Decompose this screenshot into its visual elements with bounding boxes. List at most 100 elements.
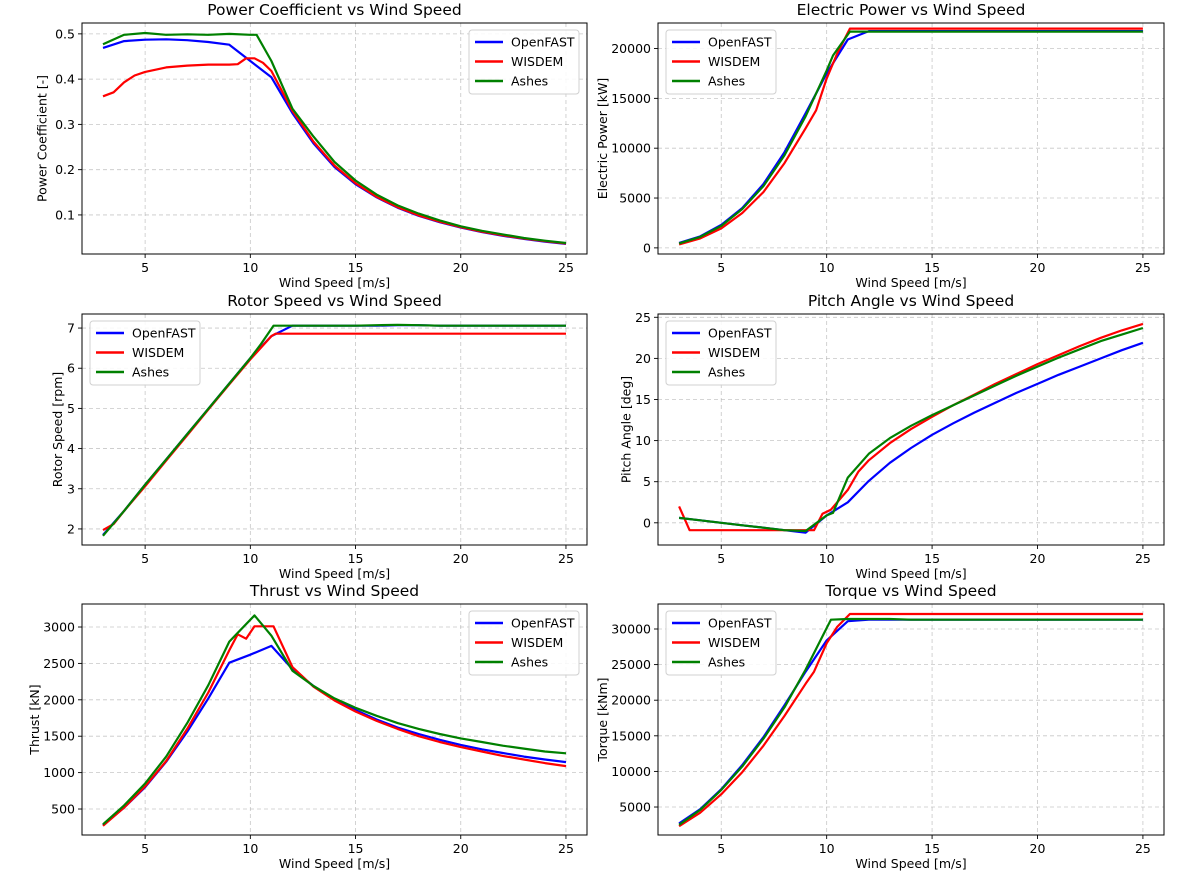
series-line-wisdem (678, 612, 1143, 828)
legend-label: WISDEM (132, 345, 184, 360)
y-tick-label: 5000 (619, 800, 651, 815)
axes-frame (81, 22, 588, 255)
x-tick-label: 10 (242, 841, 258, 856)
x-tick-label: 25 (1135, 260, 1151, 275)
y-tick-label: 7 (67, 321, 75, 336)
y-tick-label: 20 (635, 351, 651, 366)
y-tick-label: 30000 (611, 621, 651, 636)
y-tick-label: 10000 (611, 141, 651, 156)
legend-label: OpenFAST (708, 616, 772, 631)
legend-box (665, 610, 777, 676)
legend-label: OpenFAST (511, 35, 575, 50)
x-tick-label: 15 (348, 551, 364, 566)
legend-box (468, 610, 580, 676)
legend-box (468, 29, 580, 95)
x-axis-label: Wind Speed [m/s] (279, 566, 390, 581)
x-tick-label: 15 (348, 260, 364, 275)
y-tick-label: 1500 (43, 729, 75, 744)
subplot-2: Electric Power vs Wind Speed 5 10 15 20 25 0 50… (595, 1, 1165, 290)
x-tick-label: 25 (558, 841, 574, 856)
x-tick-label: 10 (242, 551, 258, 566)
x-tick-label: 20 (453, 841, 469, 856)
y-tick-label: 5 (643, 474, 651, 489)
legend: OpenFAST WISDEM Ashes (665, 610, 777, 676)
series-line-ashes (102, 31, 567, 245)
x-tick-label: 10 (819, 260, 835, 275)
x-tick-label: 10 (242, 260, 258, 275)
y-axis-label: Thrust [kN] (27, 684, 42, 755)
chart-title: Power Coefficient vs Wind Speed (207, 1, 461, 19)
x-tick-label: 25 (1135, 551, 1151, 566)
legend-label: WISDEM (708, 54, 760, 69)
y-axis-label: Rotor Speed [rpm] (50, 372, 65, 488)
legend-label: Ashes (708, 74, 745, 89)
legend-box (89, 320, 201, 386)
x-tick-label: 10 (819, 551, 835, 566)
series-line-ashes (102, 323, 566, 537)
x-tick-label: 20 (453, 551, 469, 566)
x-tick-label: 15 (924, 260, 940, 275)
legend-label: Ashes (132, 365, 169, 380)
y-tick-label: 3 (67, 481, 75, 496)
x-tick-label: 5 (717, 551, 725, 566)
x-axis-label: Wind Speed [m/s] (279, 275, 390, 290)
legend: OpenFAST WISDEM Ashes (468, 610, 580, 676)
legend-label: OpenFAST (708, 35, 772, 50)
y-tick-label: 0.3 (55, 117, 75, 132)
y-tick-label: 25 (635, 310, 651, 325)
series-line-ashes (102, 614, 567, 826)
legend-label: WISDEM (708, 345, 760, 360)
y-tick-label: 15 (635, 392, 651, 407)
y-axis-label: Pitch Angle [deg] (618, 376, 633, 483)
legend-label: OpenFAST (708, 326, 772, 341)
axes-frame (657, 313, 1165, 546)
series-line-ashes (678, 617, 1143, 826)
x-axis-label: Wind Speed [m/s] (855, 566, 966, 581)
y-tick-label: 20000 (611, 693, 651, 708)
x-tick-label: 15 (348, 841, 364, 856)
legend-label: WISDEM (708, 635, 760, 650)
x-tick-label: 20 (1030, 841, 1046, 856)
y-tick-label: 15000 (611, 91, 651, 106)
y-tick-label: 5 (67, 401, 75, 416)
legend-label: WISDEM (511, 635, 563, 650)
chart-title: Electric Power vs Wind Speed (797, 1, 1026, 19)
y-axis-label: Power Coefficient [-] (35, 75, 50, 202)
legend: OpenFAST WISDEM Ashes (665, 320, 777, 386)
subplot-1: Power Coefficient vs Wind Speed 5 10 15 20 25… (35, 1, 588, 290)
x-tick-label: 5 (141, 551, 149, 566)
y-tick-label: 2500 (43, 656, 75, 671)
y-tick-label: 0.4 (55, 72, 75, 87)
y-tick-label: 10 (635, 433, 651, 448)
x-axis-label: Wind Speed [m/s] (855, 856, 966, 871)
y-tick-label: 25000 (611, 657, 651, 672)
legend-label: Ashes (511, 655, 548, 670)
y-axis-label: Electric Power [kW] (595, 78, 610, 199)
x-tick-label: 25 (558, 551, 574, 566)
legend-label: Ashes (511, 74, 548, 89)
legend: OpenFAST WISDEM Ashes (665, 29, 777, 95)
x-axis-label: Wind Speed [m/s] (279, 856, 390, 871)
chart-title: Pitch Angle vs Wind Speed (808, 292, 1014, 310)
legend-label: Ashes (708, 365, 745, 380)
chart-title: Thrust vs Wind Speed (249, 582, 419, 600)
y-tick-label: 0.5 (55, 26, 75, 41)
y-tick-label: 0.1 (55, 207, 75, 222)
y-tick-label: 15000 (611, 728, 651, 743)
x-tick-label: 20 (1030, 551, 1046, 566)
series-line-wisdem (102, 625, 567, 827)
legend-label: OpenFAST (511, 616, 575, 631)
subplot-5: Thrust vs Wind Speed 5 10 15 20 25 500 1000 1500… (27, 582, 588, 871)
legend: OpenFAST WISDEM Ashes (468, 29, 580, 95)
axes-frame (81, 603, 588, 836)
chart-title: Torque vs Wind Speed (824, 582, 996, 600)
x-tick-label: 5 (717, 841, 725, 856)
axes-frame (657, 603, 1165, 836)
legend-box (665, 29, 777, 95)
x-tick-label: 5 (717, 260, 725, 275)
legend-label: Ashes (708, 655, 745, 670)
x-tick-label: 15 (924, 551, 940, 566)
y-tick-label: 0 (643, 240, 651, 255)
subplot-6: Torque vs Wind Speed 5 10 15 20 25 5000 10000 15… (595, 582, 1165, 871)
